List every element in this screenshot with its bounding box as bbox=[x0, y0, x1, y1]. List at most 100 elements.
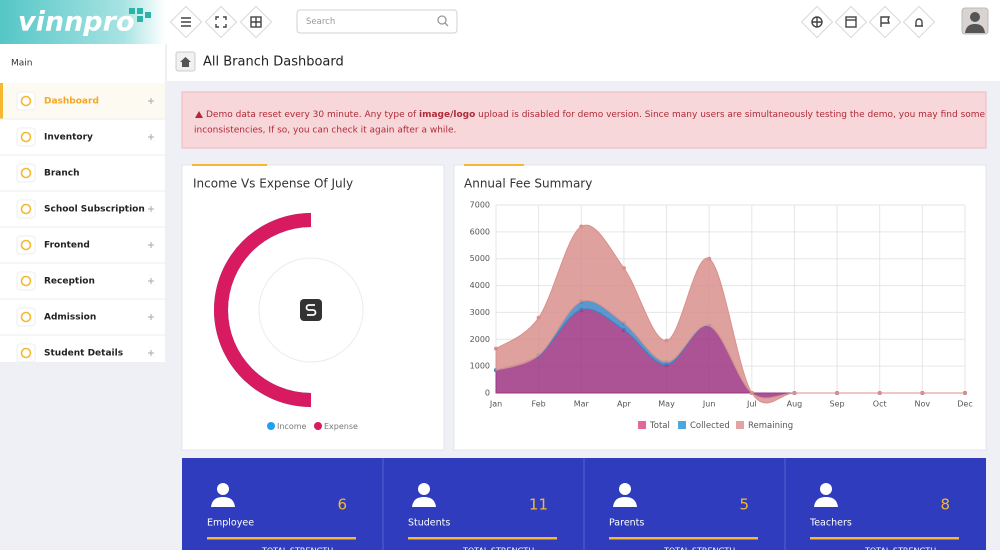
top-bar bbox=[0, 0, 1000, 44]
alert-text-part: upload is disabled for demo version. Sin… bbox=[475, 110, 985, 120]
menu-icon-box bbox=[16, 235, 36, 255]
menu-icon-box bbox=[16, 343, 36, 363]
legend-swatch bbox=[638, 421, 646, 429]
chart-title: Income Vs Expense Of July bbox=[193, 177, 353, 191]
stat-value: 8 bbox=[940, 496, 950, 514]
menu-icon bbox=[20, 347, 32, 359]
y-tick-label: 7000 bbox=[470, 201, 490, 210]
donut-inner-ring bbox=[258, 257, 364, 363]
stat-underline bbox=[207, 537, 356, 540]
x-tick-label: Jan bbox=[489, 400, 502, 409]
stat-icon bbox=[418, 483, 430, 495]
expand-icon bbox=[148, 314, 154, 320]
menu-label: Inventory bbox=[44, 133, 93, 143]
legend-swatch bbox=[736, 421, 744, 429]
legend-label: Collected bbox=[690, 421, 730, 431]
y-tick-label: 5000 bbox=[470, 254, 490, 263]
menu-label: Student Details bbox=[44, 349, 123, 359]
search-placeholder: Search bbox=[306, 17, 335, 27]
stat-underline bbox=[810, 537, 959, 540]
calendar-button[interactable] bbox=[834, 5, 868, 39]
sidebar-section: Main bbox=[11, 59, 33, 69]
legend-dot bbox=[267, 422, 275, 430]
home-icon bbox=[180, 57, 191, 67]
stat-label: Employee bbox=[207, 518, 254, 529]
y-tick-label: 0 bbox=[485, 389, 490, 398]
area bbox=[495, 224, 965, 404]
menu-label: School Subscription bbox=[44, 205, 145, 215]
menu-label: Admission bbox=[44, 313, 96, 323]
x-tick-label: Mar bbox=[574, 400, 590, 409]
legend-label: Income bbox=[277, 422, 307, 431]
title-bar bbox=[167, 44, 1000, 81]
bell-button[interactable] bbox=[902, 5, 936, 39]
search-icon bbox=[437, 15, 449, 27]
legend-dot bbox=[314, 422, 322, 430]
point bbox=[664, 338, 669, 343]
x-tick-label: Aug bbox=[787, 400, 803, 409]
alert-text: inconsistencies, If so, you can check it… bbox=[194, 126, 456, 136]
y-tick-label: 4000 bbox=[470, 281, 490, 290]
menu-icon-box bbox=[16, 199, 36, 219]
menu-icon bbox=[20, 131, 32, 143]
stat-footer: TOTAL STRENGTH bbox=[663, 547, 735, 550]
y-tick-label: 3000 bbox=[470, 308, 490, 317]
alert bbox=[181, 91, 987, 149]
stat-label: Students bbox=[408, 518, 450, 529]
x-tick-label: May bbox=[658, 400, 675, 409]
menu-icon bbox=[20, 275, 32, 287]
x-tick-label: Dec bbox=[957, 400, 972, 409]
legend-label: Remaining bbox=[748, 421, 793, 431]
search-box[interactable] bbox=[296, 9, 458, 34]
active-indicator bbox=[0, 83, 3, 119]
stat-icon bbox=[820, 483, 832, 495]
stat-value: 5 bbox=[739, 496, 749, 514]
stat-icon bbox=[412, 497, 436, 507]
chart-title: Annual Fee Summary bbox=[464, 177, 592, 191]
logo[interactable]: vinnpro bbox=[18, 7, 135, 38]
point bbox=[621, 266, 626, 271]
expand-icon bbox=[148, 134, 154, 140]
x-tick-label: Nov bbox=[915, 400, 931, 409]
stat-icon bbox=[814, 497, 838, 507]
menu-icon bbox=[20, 311, 32, 323]
stat-value: 11 bbox=[529, 496, 548, 514]
stat-icon bbox=[613, 497, 637, 507]
alert-bold: image/logo bbox=[419, 110, 475, 120]
stat-icon bbox=[211, 497, 235, 507]
expand-icon bbox=[148, 242, 154, 248]
center-logo-glyph bbox=[305, 304, 317, 316]
expand-icon bbox=[148, 350, 154, 356]
menu-icon-box bbox=[16, 91, 36, 111]
stat-label: Parents bbox=[609, 518, 644, 529]
menu-icon-box bbox=[16, 127, 36, 147]
y-tick-label: 2000 bbox=[470, 335, 490, 344]
fullscreen-button[interactable] bbox=[204, 5, 238, 39]
point bbox=[494, 346, 498, 351]
point bbox=[877, 391, 882, 395]
avatar-figure bbox=[965, 12, 985, 33]
y-tick-label: 6000 bbox=[470, 227, 490, 236]
x-tick-label: Apr bbox=[617, 400, 632, 409]
card-accent bbox=[192, 164, 267, 166]
menu-icon-box bbox=[16, 307, 36, 327]
legend-label: Total bbox=[649, 421, 670, 431]
point bbox=[749, 391, 754, 395]
page-title: All Branch Dashboard bbox=[203, 55, 344, 70]
point bbox=[835, 391, 840, 395]
menu-icon bbox=[20, 95, 32, 107]
x-tick-label: Jul bbox=[746, 400, 757, 409]
point bbox=[920, 391, 925, 395]
menu-icon bbox=[20, 167, 32, 179]
y-tick-label: 1000 bbox=[470, 362, 490, 371]
point bbox=[792, 391, 797, 395]
point bbox=[579, 224, 584, 229]
x-tick-label: Jun bbox=[702, 400, 716, 409]
donut-slice bbox=[214, 213, 311, 407]
flag-button[interactable] bbox=[868, 5, 902, 39]
expand-icon bbox=[148, 278, 154, 284]
legend-swatch bbox=[678, 421, 686, 429]
stat-value: 6 bbox=[337, 496, 347, 514]
expand-icon bbox=[148, 98, 154, 104]
